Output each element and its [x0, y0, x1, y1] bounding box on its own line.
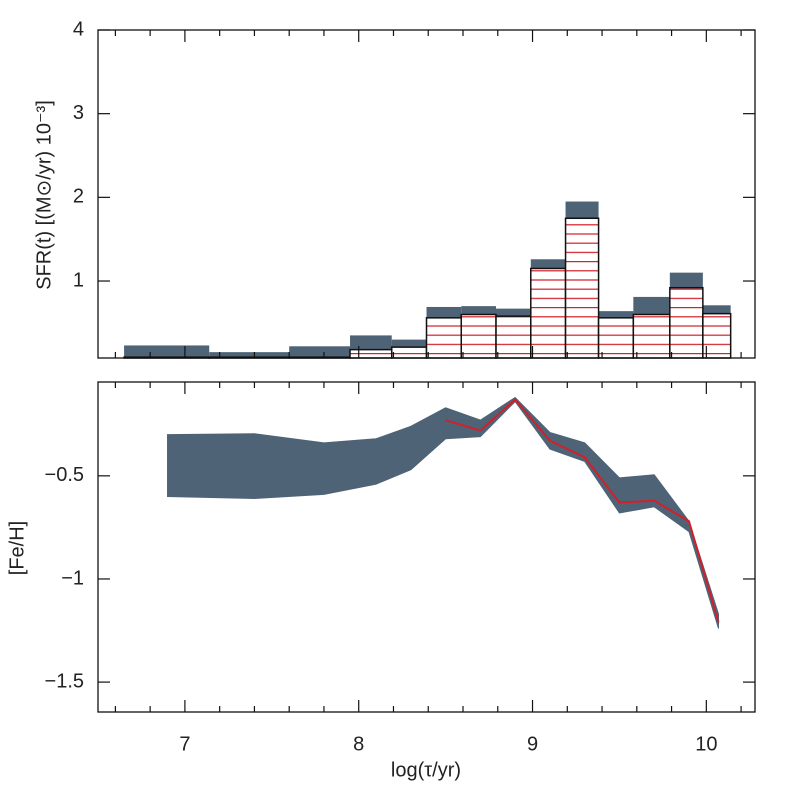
plot-frame — [97, 381, 756, 713]
hatched-bar — [669, 286, 704, 359]
y-axis-label: [Fe/H] — [6, 521, 28, 575]
bar — [289, 346, 351, 358]
line — [445, 398, 720, 623]
hatched-bar — [564, 217, 600, 359]
hatched-bar — [702, 312, 732, 359]
hatched-bar — [460, 313, 497, 359]
range-band — [167, 396, 719, 629]
bar — [124, 345, 210, 358]
y-tick-label: 2 — [73, 186, 84, 208]
hatched-bar — [632, 313, 671, 359]
y-tick-label: 3 — [73, 102, 84, 124]
y-axis-label: SFR(t) [(M⊙/yr) 10⁻³] — [33, 100, 55, 290]
plot-frame — [97, 29, 756, 359]
y-tick-label: −0.5 — [45, 464, 84, 486]
x-tick-label: 10 — [695, 733, 717, 755]
hatched-bar — [349, 348, 393, 359]
hatched-bar — [597, 317, 635, 359]
hatched-bar — [390, 346, 428, 359]
x-axis-label: log(τ/yr) — [391, 759, 461, 781]
x-tick-label: 9 — [527, 733, 538, 755]
x-tick-label: 7 — [179, 733, 190, 755]
x-tick-label: 8 — [353, 733, 364, 755]
bar — [209, 352, 290, 358]
y-tick-label: 1 — [73, 269, 84, 291]
hatched-bar — [530, 267, 567, 359]
hatched-bar — [495, 315, 532, 359]
y-tick-label: 4 — [73, 18, 84, 40]
hatched-bar — [425, 317, 463, 359]
y-tick-label: −1 — [61, 567, 84, 589]
y-tick-label: −1.5 — [45, 670, 84, 692]
